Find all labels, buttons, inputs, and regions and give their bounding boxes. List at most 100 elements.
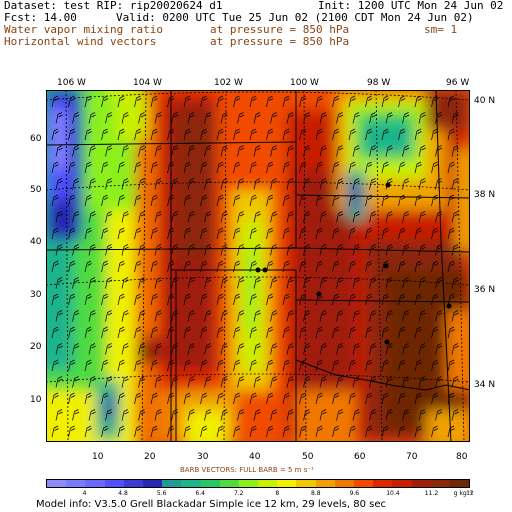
wind-barb — [398, 227, 406, 240]
wind-barb — [101, 293, 109, 306]
wind-barb — [418, 178, 426, 190]
wind-barb — [150, 293, 158, 306]
field2-level: at pressure = 850 hPa — [210, 35, 350, 48]
wind-barb — [134, 95, 142, 108]
wind-barb — [55, 376, 63, 388]
wind-barb — [51, 392, 59, 405]
wind-barb — [216, 95, 224, 108]
wind-barb — [183, 326, 191, 339]
wind-barb — [237, 409, 245, 421]
wind-barb — [299, 128, 307, 141]
wind-barb — [72, 211, 80, 223]
wind-barb — [167, 194, 175, 207]
wind-barb — [101, 425, 109, 438]
colorbar-swatch — [85, 480, 105, 487]
colorbar-swatch — [219, 480, 239, 487]
wind-barb — [167, 326, 175, 339]
wind-barb — [88, 145, 96, 157]
wind-barb — [414, 128, 422, 141]
wind-barb — [216, 194, 224, 207]
wind-barb — [369, 211, 377, 223]
wind-barb — [200, 326, 208, 339]
wind-barb — [237, 112, 245, 124]
wind-barb — [55, 244, 63, 256]
colorbar-tick-label: 7.2 — [233, 490, 244, 497]
wind-barb — [233, 194, 241, 207]
wind-barb — [117, 293, 125, 306]
wind-barb — [138, 178, 146, 190]
wind-barb — [348, 392, 356, 405]
wind-barb — [216, 425, 224, 438]
wind-barb — [249, 359, 257, 372]
wind-barb — [220, 409, 228, 421]
wind-barb — [315, 260, 323, 273]
wind-barb — [253, 145, 261, 157]
wind-barb — [134, 293, 142, 306]
wind-barb — [332, 293, 340, 306]
colorbar-tick-label: 8.8 — [311, 490, 321, 497]
wind-barb — [121, 277, 129, 289]
wind-barb — [352, 409, 360, 421]
wind-barb — [150, 95, 158, 108]
wind-barb — [134, 260, 142, 273]
wind-barb — [204, 310, 212, 322]
wind-barb — [332, 359, 340, 372]
wind-barb — [352, 244, 360, 256]
wind-barb — [418, 244, 426, 256]
wind-barb — [418, 277, 426, 289]
wind-barb — [336, 409, 344, 421]
wind-barb — [451, 244, 459, 256]
wind-barb — [200, 161, 208, 174]
wind-barb — [447, 392, 455, 405]
lat-label-38n: 38 N — [474, 190, 496, 200]
wind-barb — [51, 128, 59, 141]
wind-barb — [319, 211, 327, 223]
wind-barb — [369, 409, 377, 421]
wind-barb — [315, 359, 323, 372]
wind-barb — [336, 343, 344, 355]
colorbar-swatch — [411, 480, 431, 487]
wind-barb — [187, 277, 195, 289]
wind-barb — [237, 211, 245, 223]
wind-barb — [117, 194, 125, 207]
wind-barb — [282, 161, 290, 174]
wind-barb — [101, 260, 109, 273]
wind-barb — [117, 359, 125, 372]
wind-barb — [435, 178, 443, 190]
wind-barb — [88, 376, 96, 388]
wind-barb — [431, 392, 439, 405]
wind-barb — [171, 409, 179, 421]
wind-barb — [336, 211, 344, 223]
wind-barb — [167, 392, 175, 405]
wind-barb — [270, 178, 278, 190]
colorbar-tick-label: 12 — [466, 490, 474, 497]
colorbar-swatch — [181, 480, 201, 487]
wind-barb — [414, 359, 422, 372]
wind-barb — [204, 277, 212, 289]
wind-barb — [249, 128, 257, 141]
wind-barb — [315, 194, 323, 207]
wind-barb — [282, 392, 290, 405]
wind-barb — [299, 392, 307, 405]
wind-barb — [167, 227, 175, 240]
wind-barb — [220, 376, 228, 388]
wind-barb — [150, 260, 158, 273]
wind-barb — [171, 112, 179, 124]
wind-barb — [319, 178, 327, 190]
colorbar-swatch — [142, 480, 163, 487]
wind-barb — [121, 376, 129, 388]
wind-barb — [402, 343, 410, 355]
wind-barb — [183, 392, 191, 405]
wind-barb — [299, 359, 307, 372]
wind-barb — [187, 409, 195, 421]
wind-barb — [332, 326, 340, 339]
wind-barb — [167, 128, 175, 141]
wind-barb — [138, 112, 146, 124]
wind-barb — [299, 194, 307, 207]
wind-barb — [121, 112, 129, 124]
wind-barb — [101, 161, 109, 174]
wind-barb — [369, 112, 377, 124]
wind-barb — [253, 244, 261, 256]
wind-barb — [414, 194, 422, 207]
wind-barb — [414, 95, 422, 108]
